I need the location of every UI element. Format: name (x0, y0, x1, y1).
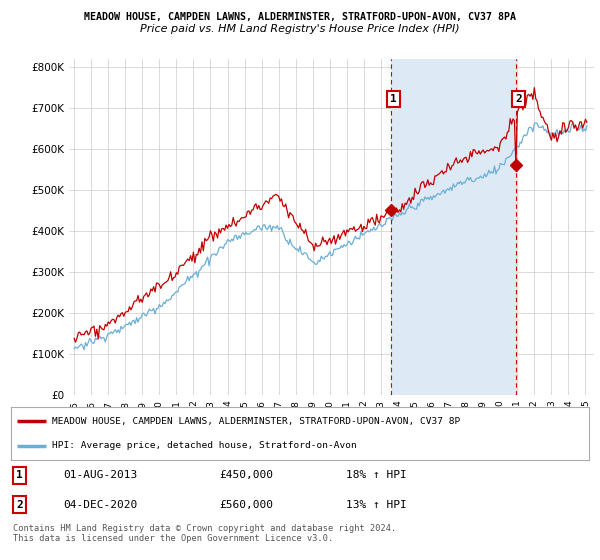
Text: Contains HM Land Registry data © Crown copyright and database right 2024.
This d: Contains HM Land Registry data © Crown c… (13, 524, 397, 543)
Bar (391, 59, 516, 395)
Text: 2: 2 (16, 500, 23, 510)
Text: 18% ↑ HPI: 18% ↑ HPI (346, 470, 407, 480)
Text: HPI: Average price, detached house, Stratford-on-Avon: HPI: Average price, detached house, Stra… (52, 441, 357, 450)
Text: 1: 1 (390, 94, 397, 104)
Text: MEADOW HOUSE, CAMPDEN LAWNS, ALDERMINSTER, STRATFORD-UPON-AVON, CV37 8PA: MEADOW HOUSE, CAMPDEN LAWNS, ALDERMINSTE… (84, 12, 516, 22)
Text: 2: 2 (515, 94, 522, 104)
Text: 01-AUG-2013: 01-AUG-2013 (63, 470, 137, 480)
Text: Price paid vs. HM Land Registry's House Price Index (HPI): Price paid vs. HM Land Registry's House … (140, 24, 460, 34)
Text: MEADOW HOUSE, CAMPDEN LAWNS, ALDERMINSTER, STRATFORD-UPON-AVON, CV37 8P: MEADOW HOUSE, CAMPDEN LAWNS, ALDERMINSTE… (52, 417, 461, 426)
Text: 04-DEC-2020: 04-DEC-2020 (63, 500, 137, 510)
Text: £560,000: £560,000 (219, 500, 273, 510)
Text: 13% ↑ HPI: 13% ↑ HPI (346, 500, 407, 510)
Text: £450,000: £450,000 (219, 470, 273, 480)
Text: 1: 1 (16, 470, 23, 480)
